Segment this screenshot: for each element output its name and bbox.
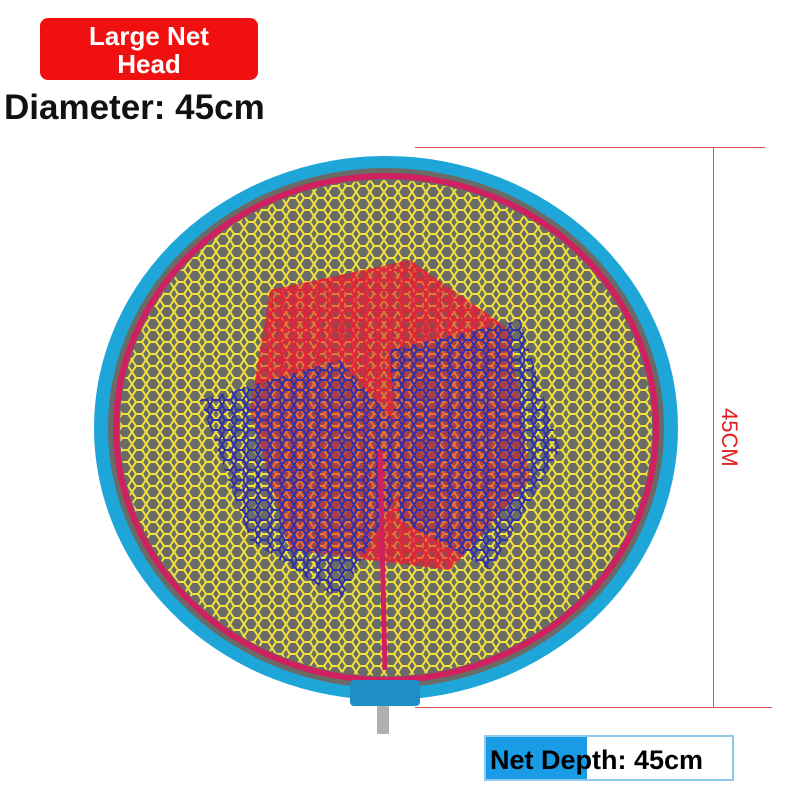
- dimension-bottom-line: [415, 707, 772, 708]
- badge-line-1: Large Net: [89, 21, 209, 51]
- dimension-vertical-line: [713, 147, 714, 707]
- badge-line-2: Head: [117, 49, 181, 79]
- handle-connector: [350, 680, 420, 706]
- landing-net-image: [94, 156, 678, 734]
- title-badge: Large Net Head: [40, 18, 258, 80]
- diameter-label: Diameter: 45cm: [4, 88, 265, 127]
- dimension-top-line: [415, 147, 765, 148]
- net-depth-label: Net Depth: 45cm: [484, 735, 734, 781]
- dimension-label: 45CM: [717, 408, 742, 467]
